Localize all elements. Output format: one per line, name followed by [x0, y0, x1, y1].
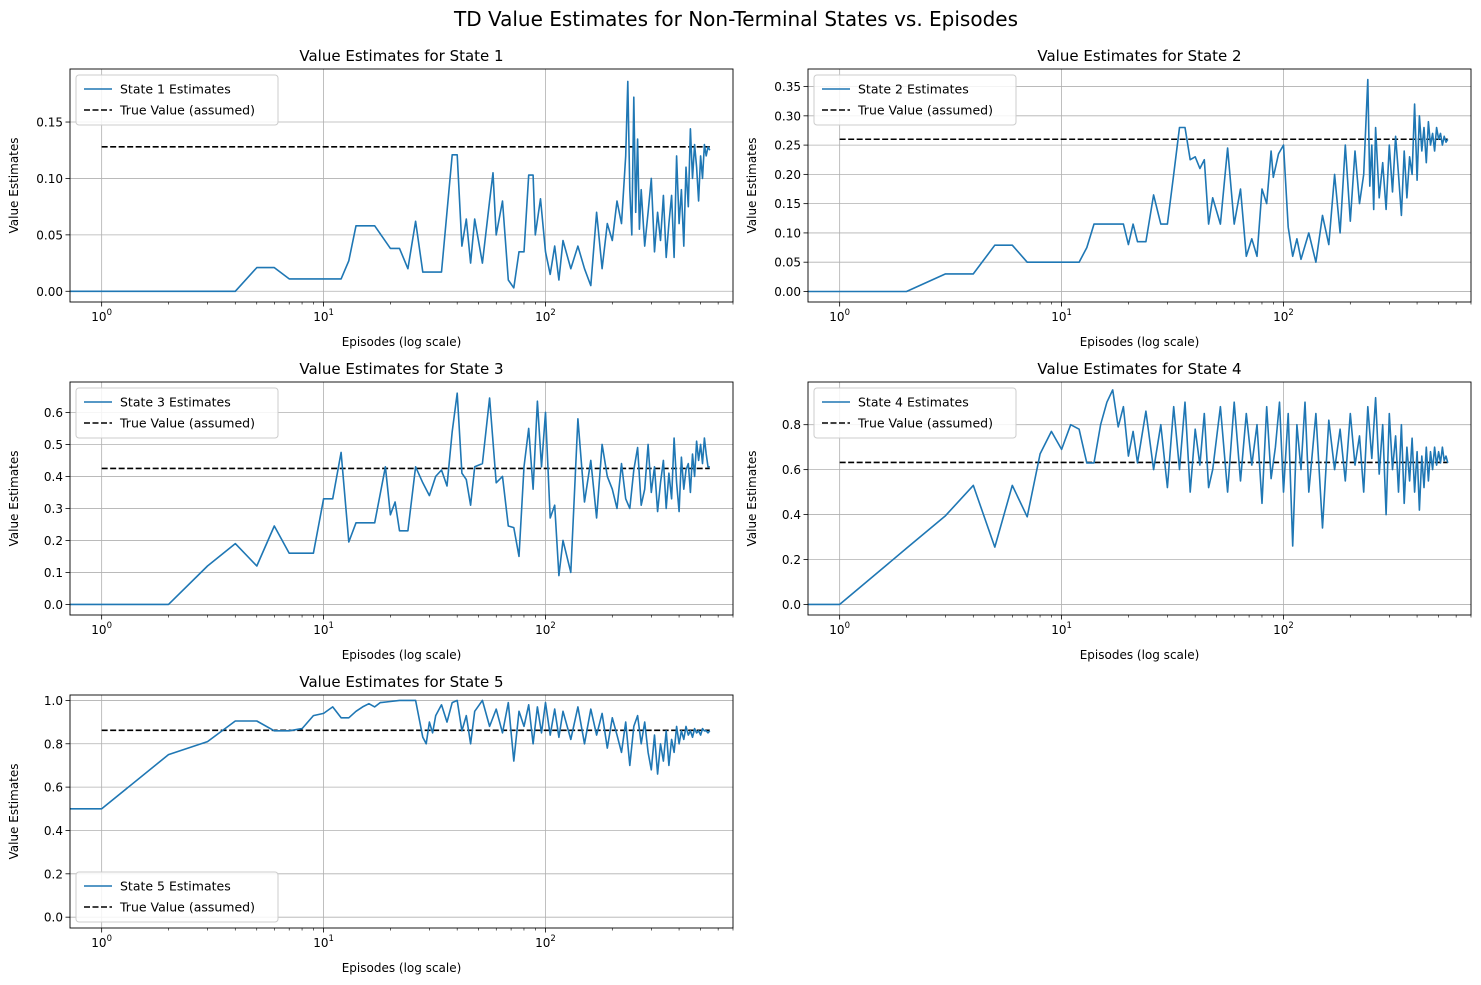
figure-suptitle: TD Value Estimates for Non-Terminal Stat… [453, 7, 1018, 31]
chart-1-legend: State 1 Estimates True Value (assumed) [75, 74, 279, 126]
chart-2-y-tick-label: 0.25 [774, 139, 801, 153]
chart-1-x-tick-label: 102 [535, 308, 556, 324]
chart-2-legend-label: State 2 Estimates [858, 82, 969, 97]
chart-4-y-tick-label: 0.4 [782, 508, 801, 522]
chart-3-legend-label: State 3 Estimates [120, 395, 231, 410]
chart-3-series-line [70, 392, 710, 606]
chart-4-legend-label: State 4 Estimates [858, 395, 969, 410]
chart-4-legend-frame [813, 387, 1017, 439]
chart-2-x-tick-label: 102 [1273, 308, 1294, 324]
chart-2-y-tick-label: 0.00 [774, 285, 801, 299]
chart-5-x-axis-label: Episodes (log scale) [342, 961, 462, 975]
chart-5-x-tick-label: 100 [91, 934, 112, 950]
chart-3-title: Value Estimates for State 3 [299, 360, 503, 378]
chart-1-x-axis-label: Episodes (log scale) [342, 335, 462, 349]
chart-1-x-tick-label: 101 [313, 308, 334, 324]
chart-4-frame [807, 381, 1472, 616]
chart-2-y-tick-label: 0.30 [774, 109, 801, 123]
chart-3-x-tick-label: 102 [535, 621, 556, 637]
chart-1-title: Value Estimates for State 1 [299, 47, 503, 65]
chart-4-x-tick-label: 101 [1051, 621, 1072, 637]
chart-5-legend-frame [75, 871, 279, 923]
chart-5-y-tick-label: 1.0 [44, 694, 63, 708]
chart-3-y-tick-label: 0.2 [44, 534, 63, 548]
chart-2-title: Value Estimates for State 2 [1037, 47, 1241, 65]
chart-2-y-tick-label: 0.20 [774, 168, 801, 182]
chart-2-legend: State 2 Estimates True Value (assumed) [813, 74, 1017, 126]
chart-4-y-axis-label: Value Estimates [745, 450, 759, 546]
chart-4-x-axis-label: Episodes (log scale) [1080, 648, 1200, 662]
chart-3-y-tick-label: 0.1 [44, 566, 63, 580]
chart-2-x-tick-label: 101 [1051, 308, 1072, 324]
chart-5-y-axis-label: Value Estimates [7, 763, 21, 859]
chart-1-x-tick-label: 100 [91, 308, 112, 324]
chart-3-x-tick-label: 100 [91, 621, 112, 637]
chart-5-y-tick-label: 0.4 [44, 824, 63, 838]
chart-3-frame [69, 381, 734, 616]
chart-5-title: Value Estimates for State 5 [299, 673, 503, 691]
chart-1-frame [69, 68, 734, 303]
chart-1-y-tick-label: 0.00 [36, 285, 63, 299]
chart-3-y-tick-label: 0.6 [44, 406, 63, 420]
chart-2-legend-label: True Value (assumed) [857, 103, 993, 118]
chart-1-y-tick-label: 0.15 [36, 116, 63, 130]
chart-2-frame [807, 68, 1472, 303]
chart-1-y-tick-label: 0.05 [36, 228, 63, 242]
chart-2-legend-frame [813, 74, 1017, 126]
chart-2-axes: 100 101 102 0.00 0.05 0.10 0.15 0.20 0.25 0.30 0.3… [745, 47, 1472, 349]
chart-5-y-tick-label: 0.8 [44, 737, 63, 751]
chart-4-title: Value Estimates for State 4 [1037, 360, 1241, 378]
chart-2-series-line [808, 78, 1449, 293]
chart-4-y-tick-label: 0.2 [782, 553, 801, 567]
chart-2-y-tick-label: 0.05 [774, 256, 801, 270]
chart-5-y-tick-label: 0.6 [44, 781, 63, 795]
chart-3-legend-frame [75, 387, 279, 439]
chart-1-y-tick-label: 0.10 [36, 172, 63, 186]
chart-5-legend-label: State 5 Estimates [120, 879, 231, 894]
chart-2-y-axis-label: Value Estimates [745, 137, 759, 233]
chart-4-legend-label: True Value (assumed) [857, 416, 993, 431]
chart-3-y-axis-label: Value Estimates [7, 450, 21, 546]
chart-2-y-tick-label: 0.35 [774, 80, 801, 94]
chart-5-frame [69, 694, 734, 929]
chart-5-y-tick-label: 0.2 [44, 867, 63, 881]
chart-2-y-tick-label: 0.15 [774, 197, 801, 211]
chart-4-y-tick-label: 0.8 [782, 418, 801, 432]
chart-4-y-tick-label: 0.6 [782, 463, 801, 477]
chart-3-x-tick-label: 101 [313, 621, 334, 637]
chart-3-legend-label: True Value (assumed) [119, 416, 255, 431]
chart-5-x-tick-label: 101 [313, 934, 334, 950]
chart-1-y-axis-label: Value Estimates [7, 137, 21, 233]
chart-2-x-axis-label: Episodes (log scale) [1080, 335, 1200, 349]
chart-5-y-tick-label: 0.0 [44, 911, 63, 925]
chart-3-x-axis-label: Episodes (log scale) [342, 648, 462, 662]
chart-1-series-line [70, 80, 711, 293]
chart-5-legend: State 5 Estimates True Value (assumed) [75, 871, 279, 923]
chart-3-y-tick-label: 0.4 [44, 470, 63, 484]
chart-5-axes: 100 101 102 0.0 0.2 0.4 0.6 0.8 1.0 Value Estimat… [7, 673, 734, 975]
chart-5-series-line [70, 699, 711, 810]
chart-4-y-tick-label: 0.0 [782, 598, 801, 612]
chart-3-y-tick-label: 0.5 [44, 438, 63, 452]
chart-4-x-tick-label: 102 [1273, 621, 1294, 637]
chart-5-x-tick-label: 102 [535, 934, 556, 950]
chart-3-legend: State 3 Estimates True Value (assumed) [75, 387, 279, 439]
chart-4-axes: 100 101 102 0.0 0.2 0.4 0.6 0.8 Value Estimates … [745, 360, 1472, 662]
chart-3-y-tick-label: 0.0 [44, 598, 63, 612]
chart-4-x-tick-label: 100 [829, 621, 850, 637]
chart-2-y-tick-label: 0.10 [774, 226, 801, 240]
chart-1-legend-frame [75, 74, 279, 126]
chart-1-legend-label: State 1 Estimates [120, 82, 231, 97]
chart-5-legend-label: True Value (assumed) [119, 900, 255, 915]
chart-1-axes: 100 101 102 0.00 0.05 0.10 0.15 Value Estimates… [7, 47, 734, 349]
chart-3-y-tick-label: 0.3 [44, 502, 63, 516]
chart-2-x-tick-label: 100 [829, 308, 850, 324]
chart-3-axes: 100 101 102 0.0 0.1 0.2 0.3 0.4 0.5 0.6 Value Esti… [7, 360, 734, 662]
chart-4-legend: State 4 Estimates True Value (assumed) [813, 387, 1017, 439]
chart-1-legend-label: True Value (assumed) [119, 103, 255, 118]
chart-4-series-line [808, 389, 1449, 606]
